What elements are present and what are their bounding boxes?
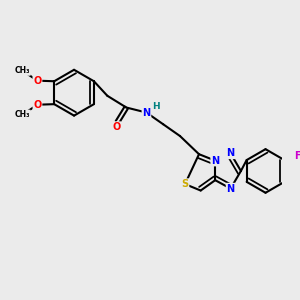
Text: O: O <box>33 100 42 110</box>
Text: N: N <box>211 156 219 166</box>
Text: H: H <box>152 102 160 111</box>
Text: N: N <box>226 184 235 194</box>
Text: N: N <box>142 107 151 118</box>
Text: O: O <box>112 122 120 132</box>
Text: F: F <box>294 152 300 161</box>
Text: S: S <box>182 179 189 189</box>
Text: O: O <box>33 76 42 86</box>
Text: N: N <box>226 148 235 158</box>
Text: CH₃: CH₃ <box>15 66 30 75</box>
Text: CH₃: CH₃ <box>15 110 30 119</box>
